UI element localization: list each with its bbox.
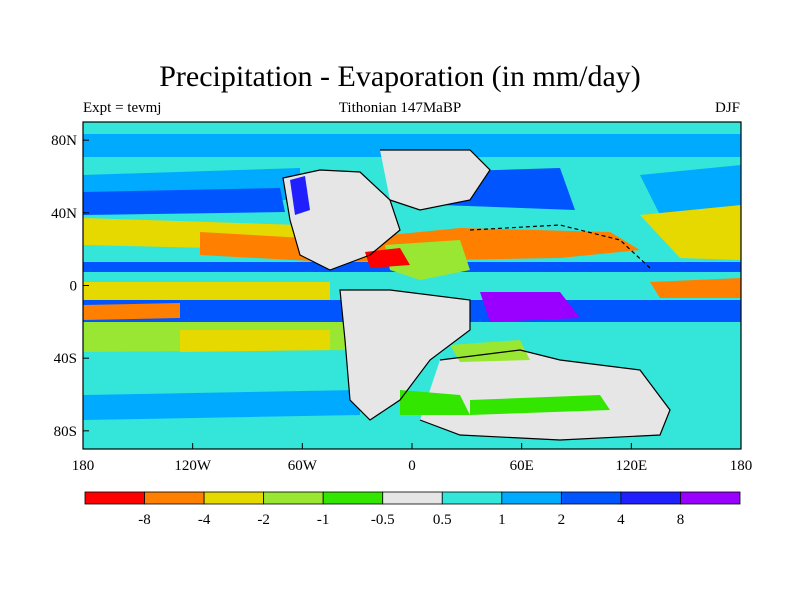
colorbar: -8 -4 -2 -1 -0.5 0.5 1 2 4 8 [84, 491, 741, 528]
y-tick-label: 80S [54, 424, 77, 440]
colorbar-swatch [263, 491, 324, 505]
precipitation-field [83, 122, 741, 449]
x-tick-label: 120E [615, 458, 647, 474]
colorbar-label: -2 [257, 512, 270, 528]
colorbar-label: -0.5 [371, 512, 395, 528]
x-tick-label: 0 [408, 458, 416, 474]
colorbar-swatch [501, 491, 562, 505]
colorbar-swatch [382, 491, 443, 505]
x-tick-label: 180 [72, 458, 95, 474]
y-tick-label: 0 [70, 279, 78, 295]
longitude-axis: 180 120W 60W 0 60E 120E 180 [72, 443, 753, 474]
experiment-label: Expt = tevmj [83, 100, 162, 116]
colorbar-label: 8 [677, 512, 685, 528]
period-label: Tithonian 147MaBP [338, 100, 462, 116]
x-tick-label: 120W [174, 458, 212, 474]
map-title: Precipitation - Evaporation (in mm/day) [159, 60, 641, 93]
colorbar-swatch [322, 491, 384, 505]
colorbar-label: -1 [317, 512, 330, 528]
y-tick-label: 40N [51, 206, 77, 222]
colorbar-label: 2 [558, 512, 566, 528]
colorbar-label: 4 [617, 512, 625, 528]
colorbar-swatch [84, 491, 145, 505]
colorbar-swatch [441, 491, 503, 505]
x-tick-label: 60E [510, 458, 534, 474]
y-tick-label: 80N [51, 133, 77, 149]
season-label: DJF [714, 100, 740, 116]
colorbar-swatch [203, 491, 265, 505]
colorbar-swatch [680, 491, 741, 505]
colorbar-label: 1 [498, 512, 506, 528]
colorbar-label: -8 [138, 512, 151, 528]
x-tick-label: 60W [288, 458, 318, 474]
y-tick-label: 40S [54, 351, 77, 367]
colorbar-label: -4 [198, 512, 211, 528]
colorbar-label: 0.5 [433, 512, 452, 528]
latitude-axis: 80N 40N 0 40S 80S [51, 133, 89, 440]
colorbar-swatch [560, 491, 622, 505]
colorbar-swatch [620, 491, 681, 505]
colorbar-swatch [144, 491, 205, 505]
x-tick-label: 180 [730, 458, 753, 474]
